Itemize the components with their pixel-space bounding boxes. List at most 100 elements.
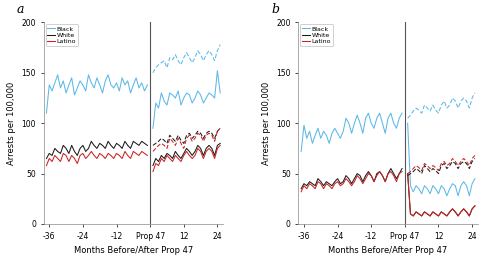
- Latino: [52, 154, 58, 157]
- Latino: [136, 154, 141, 157]
- Latino: [326, 184, 332, 187]
- Latino: [69, 154, 75, 157]
- Latino: [127, 157, 133, 160]
- White: [144, 144, 150, 147]
- Black: [80, 83, 86, 87]
- Black: [298, 150, 303, 153]
- White: [331, 180, 337, 183]
- Latino: [390, 174, 396, 177]
- Latino: [80, 152, 86, 155]
- Black: [127, 91, 133, 95]
- White: [323, 180, 329, 183]
- White: [376, 170, 382, 173]
- White: [340, 180, 346, 183]
- White: [91, 144, 97, 147]
- Black: [331, 127, 337, 130]
- White: [365, 170, 371, 173]
- Black: [102, 79, 108, 83]
- White: [334, 177, 340, 180]
- Black: [105, 73, 111, 76]
- White: [141, 142, 147, 145]
- Black: [390, 122, 396, 125]
- Latino: [116, 154, 122, 157]
- Latino: [337, 184, 343, 187]
- Latino: [384, 172, 390, 175]
- White: [124, 144, 130, 147]
- Black: [52, 81, 58, 85]
- Latino: [348, 184, 354, 187]
- Black: [387, 111, 393, 115]
- White: [317, 180, 323, 183]
- Black: [77, 79, 83, 83]
- Black: [342, 116, 348, 120]
- Black: [320, 130, 326, 133]
- White: [373, 172, 379, 175]
- White: [44, 157, 49, 160]
- White: [105, 140, 111, 143]
- Latino: [381, 180, 387, 183]
- Latino: [49, 160, 55, 163]
- Latino: [306, 182, 312, 185]
- Y-axis label: Arrests per 100,000: Arrests per 100,000: [261, 81, 270, 165]
- Latino: [356, 177, 362, 180]
- Black: [326, 142, 332, 145]
- Latino: [393, 180, 398, 183]
- Black: [119, 76, 125, 80]
- Latino: [99, 154, 105, 157]
- Black: [74, 86, 80, 90]
- Line: White: White: [46, 141, 147, 158]
- White: [398, 167, 404, 170]
- Latino: [329, 187, 334, 190]
- Latino: [320, 187, 326, 190]
- Black: [122, 83, 128, 87]
- White: [362, 174, 368, 177]
- White: [309, 182, 315, 185]
- Black: [136, 86, 141, 90]
- Black: [370, 127, 376, 130]
- Black: [362, 116, 368, 120]
- White: [108, 144, 114, 147]
- Black: [395, 116, 401, 120]
- Latino: [58, 160, 63, 163]
- White: [85, 147, 91, 150]
- White: [110, 147, 116, 150]
- Black: [354, 113, 360, 117]
- Latino: [94, 157, 100, 160]
- White: [55, 150, 60, 153]
- Black: [69, 76, 75, 80]
- White: [298, 187, 303, 190]
- Black: [138, 81, 144, 85]
- White: [46, 152, 52, 155]
- Latino: [387, 170, 393, 173]
- Latino: [398, 170, 404, 173]
- Latino: [303, 187, 309, 190]
- Line: Black: Black: [46, 75, 147, 113]
- White: [381, 180, 387, 183]
- Black: [116, 89, 122, 93]
- Black: [373, 116, 379, 120]
- White: [80, 144, 86, 147]
- Black: [49, 89, 55, 93]
- Latino: [108, 154, 114, 157]
- Latino: [113, 152, 119, 155]
- White: [337, 182, 343, 185]
- White: [306, 180, 312, 183]
- Latino: [105, 152, 111, 155]
- Latino: [88, 150, 94, 153]
- White: [359, 180, 365, 183]
- Text: a: a: [17, 3, 24, 16]
- Latino: [315, 180, 320, 183]
- Latino: [312, 187, 318, 190]
- X-axis label: Months Before/After Prop 47: Months Before/After Prop 47: [328, 246, 447, 255]
- Latino: [141, 152, 147, 155]
- Latino: [46, 157, 52, 160]
- Black: [55, 73, 60, 76]
- Black: [108, 83, 114, 87]
- Latino: [367, 174, 373, 177]
- Black: [337, 137, 343, 140]
- White: [138, 140, 144, 143]
- White: [367, 174, 373, 177]
- Black: [315, 127, 320, 130]
- X-axis label: Months Before/After Prop 47: Months Before/After Prop 47: [74, 246, 193, 255]
- White: [69, 144, 75, 147]
